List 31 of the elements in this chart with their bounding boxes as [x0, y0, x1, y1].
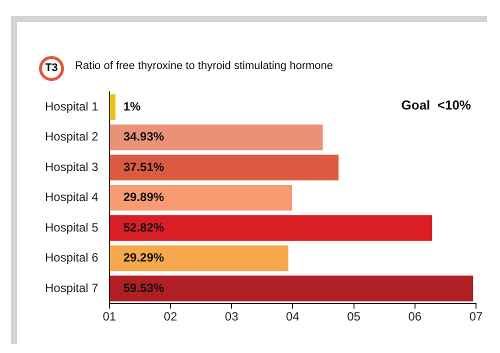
bar	[110, 94, 116, 120]
chart-title: Ratio of free thyroxine to thyroid stimulating hormone	[75, 60, 334, 72]
bar	[110, 184, 292, 211]
annotation: Goal <10%	[401, 98, 472, 113]
bar	[110, 154, 339, 180]
text: 07	[469, 309, 483, 324]
data-label: 37.51%	[123, 160, 164, 174]
bar	[110, 124, 323, 150]
data-label: 52.82%	[123, 220, 164, 234]
text: 02	[164, 309, 178, 324]
data-label: 34.93%	[123, 130, 164, 144]
text: T3	[39, 56, 64, 81]
y-tick-label: Hospital 5	[44, 220, 99, 234]
text: 01	[102, 309, 116, 324]
y-tick-label: Hospital 7	[44, 280, 99, 295]
y-tick-label: Hospital 4	[44, 190, 99, 204]
bar	[110, 276, 474, 302]
data-label: 59.53%	[123, 280, 164, 295]
y-tick-label: Hospital 6	[44, 250, 99, 265]
text: 03	[224, 309, 239, 324]
bar	[110, 245, 288, 272]
bar	[110, 215, 432, 241]
text: 04	[286, 309, 300, 324]
data-label: 29.89%	[123, 190, 164, 204]
y-tick-label: Hospital 3	[44, 160, 99, 174]
y-tick-label: Hospital 2	[44, 130, 99, 144]
y-tick-label: Hospital 1	[44, 99, 99, 114]
data-label: 29.29%	[123, 250, 164, 265]
data-label: 1%	[123, 99, 142, 114]
text: 05	[347, 309, 361, 324]
text: 06	[408, 309, 422, 324]
